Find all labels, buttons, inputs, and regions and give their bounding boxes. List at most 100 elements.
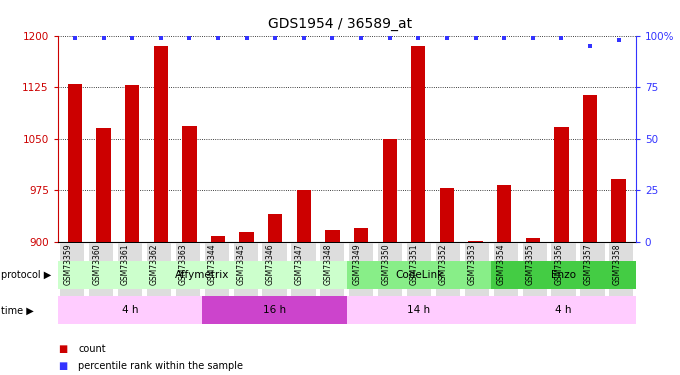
Text: GSM73362: GSM73362 <box>150 244 159 285</box>
Text: GSM73360: GSM73360 <box>92 244 101 285</box>
Text: GSM73357: GSM73357 <box>583 244 592 285</box>
Bar <box>233 243 258 299</box>
Text: GSM73363: GSM73363 <box>179 244 188 285</box>
Bar <box>407 243 431 299</box>
Point <box>213 35 224 41</box>
Text: GSM73352: GSM73352 <box>439 244 448 285</box>
Text: GSM73348: GSM73348 <box>324 244 333 285</box>
Bar <box>383 139 397 242</box>
Bar <box>239 231 254 242</box>
Bar <box>211 236 225 242</box>
Bar <box>611 178 626 242</box>
Bar <box>354 228 369 242</box>
Text: GSM73347: GSM73347 <box>294 244 303 285</box>
Text: 4 h: 4 h <box>556 305 572 315</box>
Point <box>299 35 309 41</box>
Bar <box>464 243 489 299</box>
Bar <box>58 261 347 289</box>
Point <box>241 35 252 41</box>
Text: Enzo: Enzo <box>551 270 576 280</box>
Point <box>69 35 80 41</box>
Text: CodeLink: CodeLink <box>395 270 443 280</box>
Point <box>556 35 567 41</box>
Text: GSM73354: GSM73354 <box>497 244 506 285</box>
Bar <box>296 190 311 242</box>
Bar <box>205 243 229 299</box>
Bar <box>522 243 547 299</box>
Bar <box>175 243 200 299</box>
Text: GSM73361: GSM73361 <box>121 244 130 285</box>
Text: GSM73346: GSM73346 <box>266 244 275 285</box>
Bar <box>182 126 197 242</box>
Text: GSM73349: GSM73349 <box>352 244 361 285</box>
Point <box>384 35 395 41</box>
Point <box>528 35 539 41</box>
Text: GSM73351: GSM73351 <box>410 244 419 285</box>
Point <box>155 35 166 41</box>
Bar <box>583 95 597 242</box>
Point <box>585 43 596 49</box>
Text: 14 h: 14 h <box>407 305 430 315</box>
Text: GSM73356: GSM73356 <box>555 244 564 285</box>
Text: 16 h: 16 h <box>263 305 286 315</box>
Bar <box>378 243 403 299</box>
Point <box>98 35 109 41</box>
Bar <box>526 238 540 242</box>
Text: GSM73350: GSM73350 <box>381 244 390 285</box>
Point <box>470 35 481 41</box>
Text: protocol ▶: protocol ▶ <box>1 270 52 280</box>
Bar <box>262 243 287 299</box>
Point <box>126 35 137 41</box>
Bar <box>609 243 634 299</box>
Point <box>184 35 195 41</box>
Bar <box>551 243 576 299</box>
Text: GSM73353: GSM73353 <box>468 244 477 285</box>
Bar <box>349 243 373 299</box>
Point <box>498 35 509 41</box>
Text: count: count <box>78 344 106 354</box>
Point <box>327 35 338 41</box>
Bar <box>497 185 511 242</box>
Bar <box>492 261 636 289</box>
Text: GSM73358: GSM73358 <box>613 244 622 285</box>
Point <box>441 35 452 41</box>
Bar <box>554 127 568 242</box>
Bar <box>68 84 82 242</box>
Text: 4 h: 4 h <box>122 305 138 315</box>
Point <box>270 35 281 41</box>
Point <box>613 37 624 43</box>
Bar <box>89 243 114 299</box>
Text: GSM73355: GSM73355 <box>526 244 534 285</box>
Text: Affymetrix: Affymetrix <box>175 270 229 280</box>
Bar <box>60 243 84 299</box>
Bar <box>320 243 345 299</box>
Point <box>413 35 424 41</box>
Text: ■: ■ <box>58 344 67 354</box>
Text: GSM73359: GSM73359 <box>63 244 72 285</box>
Text: GSM73345: GSM73345 <box>237 244 245 285</box>
Text: ■: ■ <box>58 361 67 370</box>
Bar <box>436 243 460 299</box>
Bar <box>411 46 426 242</box>
Bar <box>492 296 636 324</box>
Bar <box>440 188 454 242</box>
Bar <box>469 240 483 242</box>
Text: percentile rank within the sample: percentile rank within the sample <box>78 361 243 370</box>
Bar <box>118 243 142 299</box>
Bar <box>58 296 203 324</box>
Bar <box>325 230 339 242</box>
Bar <box>268 214 282 242</box>
Bar <box>494 243 518 299</box>
Bar <box>203 296 347 324</box>
Bar <box>291 243 316 299</box>
Point <box>356 35 367 41</box>
Text: time ▶: time ▶ <box>1 305 34 315</box>
Text: GSM73344: GSM73344 <box>208 244 217 285</box>
Text: GDS1954 / 36589_at: GDS1954 / 36589_at <box>268 17 412 31</box>
Bar <box>97 128 111 242</box>
Bar <box>580 243 605 299</box>
Bar <box>347 261 492 289</box>
Bar <box>154 46 168 242</box>
Bar <box>125 85 139 242</box>
Bar <box>347 296 492 324</box>
